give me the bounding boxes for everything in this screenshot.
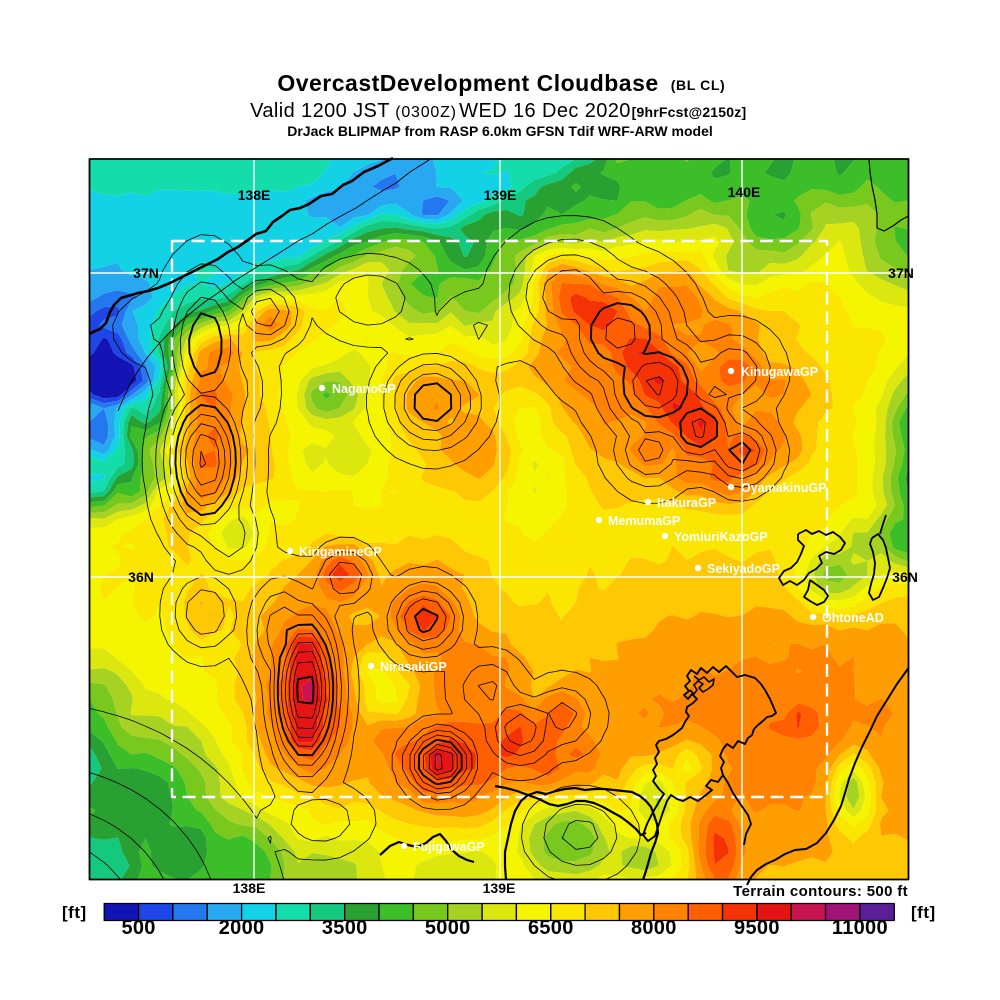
svg-text:[ft]: [ft] (62, 903, 87, 922)
svg-text:MemumaGP: MemumaGP (608, 514, 680, 528)
svg-text:[ft]: [ft] (911, 903, 936, 922)
svg-text:6500: 6500 (528, 917, 574, 939)
svg-text:139E: 139E (484, 187, 517, 203)
svg-text:KinugawaGP: KinugawaGP (741, 365, 818, 379)
svg-text:OvercastDevelopment Cloudbase: OvercastDevelopment Cloudbase (277, 70, 658, 96)
svg-text:DrJack BLIPMAP from RASP 6.0km: DrJack BLIPMAP from RASP 6.0km GFSN Tdif… (287, 123, 713, 139)
svg-text:37N: 37N (133, 265, 159, 281)
svg-text:FujigawaGP: FujigawaGP (413, 840, 485, 854)
svg-text:Valid 1200 JST: Valid 1200 JST (250, 100, 390, 122)
svg-text:500: 500 (121, 917, 155, 939)
svg-text:NaganoGP: NaganoGP (332, 382, 396, 396)
svg-text:Terrain contours: 500 ft: Terrain contours: 500 ft (733, 883, 908, 900)
svg-text:(0300Z): (0300Z) (395, 104, 457, 121)
svg-text:[9hrFcst@2150z]: [9hrFcst@2150z] (632, 104, 747, 120)
svg-text:140E: 140E (728, 184, 761, 200)
svg-text:139E: 139E (483, 880, 516, 896)
svg-text:YomiuriKazoGP: YomiuriKazoGP (674, 530, 768, 544)
svg-text:36N: 36N (892, 569, 918, 585)
svg-text:WED 16 Dec 2020: WED 16 Dec 2020 (459, 100, 631, 122)
svg-text:9500: 9500 (734, 917, 780, 939)
svg-text:37N: 37N (888, 265, 914, 281)
svg-text:36N: 36N (128, 569, 154, 585)
svg-text:NirasakiGP: NirasakiGP (380, 660, 447, 674)
svg-text:SekiyadoGP: SekiyadoGP (707, 562, 780, 576)
svg-text:OhtoneAD: OhtoneAD (822, 611, 884, 625)
svg-text:OyamakinuGP: OyamakinuGP (741, 481, 826, 495)
svg-text:138E: 138E (238, 187, 271, 203)
svg-text:11000: 11000 (832, 917, 888, 939)
svg-text:(BL CL): (BL CL) (671, 77, 726, 93)
svg-text:3500: 3500 (322, 917, 368, 939)
svg-text:ItakuraGP: ItakuraGP (657, 496, 716, 510)
svg-text:5000: 5000 (425, 917, 471, 939)
svg-text:2000: 2000 (219, 917, 265, 939)
svg-text:KirigamineGP: KirigamineGP (299, 545, 382, 559)
svg-text:138E: 138E (233, 880, 266, 896)
svg-text:8000: 8000 (631, 917, 677, 939)
